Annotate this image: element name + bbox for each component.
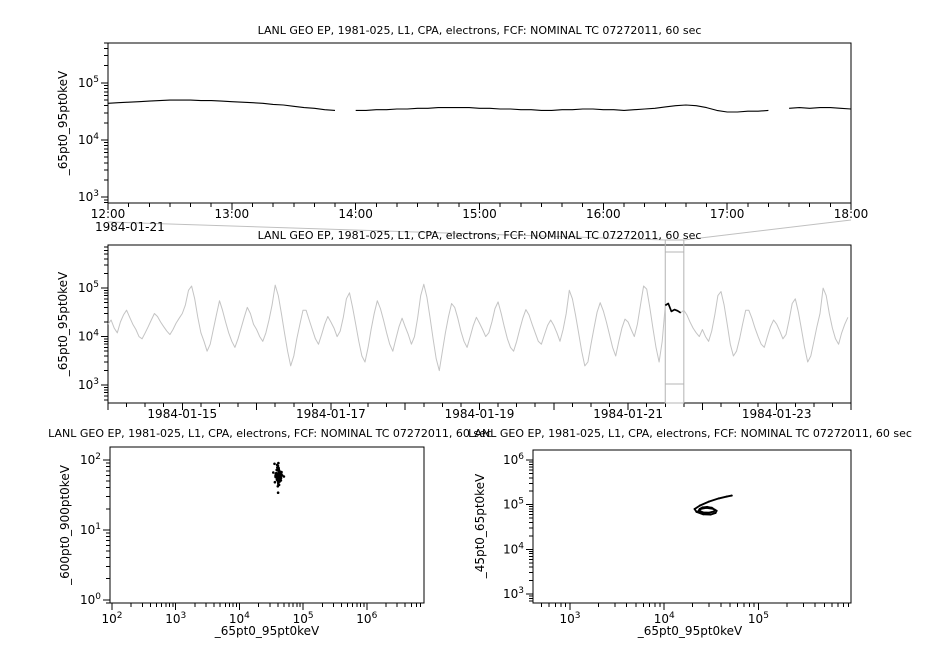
svg-text:105: 105 — [78, 75, 99, 90]
svg-text:102: 102 — [80, 452, 101, 467]
svg-text:1984-01-19: 1984-01-19 — [445, 407, 515, 421]
svg-text:104: 104 — [503, 541, 524, 556]
svg-text:103: 103 — [78, 189, 99, 204]
svg-text:1984-01-23: 1984-01-23 — [742, 407, 812, 421]
svg-text:102: 102 — [101, 611, 122, 626]
svg-text:105: 105 — [748, 611, 769, 626]
svg-text:104: 104 — [229, 611, 250, 626]
svg-text:16:00: 16:00 — [586, 207, 621, 221]
series-zoom-detail — [107, 99, 852, 113]
scatter-left-title: LANL GEO EP, 1981-025, L1, CPA, electron… — [48, 427, 492, 440]
svg-text:106: 106 — [356, 611, 377, 626]
svg-text:13:00: 13:00 — [215, 207, 250, 221]
svg-text:101: 101 — [80, 522, 101, 537]
panel-scatter-45-65: 103 104 105 106 103 104 105 — [503, 449, 852, 626]
series-highlight-context-overview — [664, 302, 682, 314]
scatter-left-x-axis-label: _65pt0_95pt0keV — [214, 624, 320, 638]
panel-zoom-detail: 103 104 105 12:00 13:00 14:00 15:00 16:00 17:00 1… — [78, 42, 869, 221]
svg-text:105: 105 — [293, 611, 314, 626]
svg-text:103: 103 — [503, 586, 524, 601]
overview-y-axis-label: _65pt0_95pt0keV — [56, 271, 70, 377]
zoom-context-date: 1984-01-21 — [95, 220, 165, 234]
svg-text:106: 106 — [503, 452, 524, 467]
svg-text:103: 103 — [78, 377, 99, 392]
scatter-right-title: LANL GEO EP, 1981-025, L1, CPA, electron… — [468, 427, 912, 440]
scatter-left-y-axis-label: _600pt0_900pt0keV — [58, 465, 72, 585]
scatter-right-x-axis-label: _65pt0_95pt0keV — [637, 624, 743, 638]
svg-text:1984-01-15: 1984-01-15 — [147, 407, 217, 421]
zoom-y-axis-label: _65pt0_95pt0keV — [56, 70, 70, 176]
svg-text:1984-01-21: 1984-01-21 — [593, 407, 663, 421]
svg-text:104: 104 — [78, 132, 99, 147]
svg-text:18:00: 18:00 — [834, 207, 869, 221]
context-connector-right — [683, 219, 852, 241]
svg-text:104: 104 — [78, 329, 99, 344]
svg-text:105: 105 — [78, 280, 99, 295]
svg-text:15:00: 15:00 — [462, 207, 497, 221]
overview-panel-title: LANL GEO EP, 1981-025, L1, CPA, electron… — [257, 229, 702, 242]
svg-text:104: 104 — [654, 611, 675, 626]
context-connector-left — [107, 221, 666, 241]
svg-text:103: 103 — [165, 611, 186, 626]
panel-scatter-600-900: 100 101 102 102 103 104 105 106 — [80, 446, 425, 626]
svg-text:17:00: 17:00 — [710, 207, 745, 221]
svg-text:105: 105 — [503, 497, 524, 512]
svg-text:12:00: 12:00 — [91, 207, 126, 221]
svg-text:103: 103 — [559, 611, 580, 626]
scatter-right-y-axis-label: _45pt0_65pt0keV — [473, 473, 487, 579]
zoom-panel-title: LANL GEO EP, 1981-025, L1, CPA, electron… — [257, 24, 702, 37]
svg-text:1984-01-17: 1984-01-17 — [296, 407, 366, 421]
svg-text:14:00: 14:00 — [338, 207, 373, 221]
panel-context-overview: 103 104 105 1984-01-15 1984-01-17 1984-01-19 1… — [78, 239, 852, 421]
series-context-overview — [107, 283, 849, 372]
svg-text:100: 100 — [80, 592, 101, 607]
